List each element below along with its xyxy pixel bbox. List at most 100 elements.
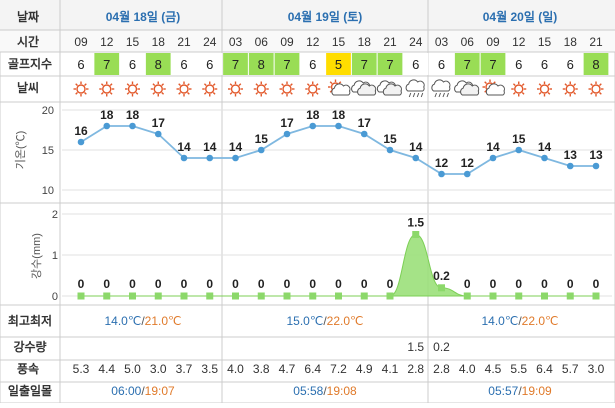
partly-cloudy-icon bbox=[328, 79, 351, 96]
precipitation-point bbox=[129, 292, 136, 300]
sun-ray bbox=[75, 83, 78, 86]
golf-index-cell bbox=[94, 53, 120, 75]
wind-speed-value: 5.3 bbox=[73, 362, 90, 376]
hour-label: 15 bbox=[538, 35, 552, 49]
precipitation-value-label: 0 bbox=[232, 277, 239, 291]
golf-index-value: 7 bbox=[361, 57, 368, 72]
sun-core bbox=[179, 84, 189, 94]
hour-label: 12 bbox=[512, 35, 526, 49]
day-header-1: 04월 18일 (금) bbox=[106, 9, 180, 24]
precipitation-value-label: 0 bbox=[309, 277, 316, 291]
precip-row-label: 강수량 bbox=[13, 340, 46, 354]
wind-speed-value: 3.7 bbox=[176, 362, 193, 376]
precipitation-value-label: 1.5 bbox=[407, 216, 424, 230]
cloud-shape bbox=[405, 79, 425, 92]
rain-drop bbox=[434, 92, 437, 98]
temperature-value-label: 14 bbox=[538, 140, 552, 154]
time-row-label: 시간 bbox=[17, 34, 39, 49]
rain-drop bbox=[408, 92, 412, 98]
sun-ray bbox=[264, 83, 268, 86]
sun-core bbox=[230, 84, 241, 94]
day2-sun: 05:58/19:08 bbox=[293, 384, 357, 398]
sun-core bbox=[256, 84, 266, 94]
wind-speed-value: 3.5 bbox=[201, 362, 218, 376]
sun-icon bbox=[588, 81, 604, 97]
sun-icon bbox=[202, 81, 218, 97]
precipitation-point bbox=[232, 292, 239, 300]
temperature-point bbox=[515, 146, 523, 154]
weather-icon-row bbox=[73, 79, 604, 98]
sun-core bbox=[102, 84, 112, 94]
temperature-value-label: 17 bbox=[152, 116, 166, 130]
golf-index-value: 7 bbox=[386, 57, 393, 72]
sun-core bbox=[539, 84, 550, 94]
sun-ray bbox=[512, 83, 516, 86]
sun-ray bbox=[152, 92, 156, 95]
golf-index-value: 6 bbox=[129, 57, 136, 72]
hour-label: 15 bbox=[332, 35, 346, 49]
temperature-point bbox=[103, 122, 111, 130]
wind-speed-value: 3.8 bbox=[253, 362, 270, 376]
sun-ray bbox=[84, 92, 87, 95]
precipitation-value-label: 0 bbox=[258, 277, 265, 291]
golf-index-cell bbox=[583, 53, 609, 75]
partly-cloudy-icon bbox=[482, 79, 505, 96]
sun-ray bbox=[84, 83, 87, 86]
precipitation-value-label: 0 bbox=[567, 277, 574, 291]
temperature-value-label: 17 bbox=[358, 116, 372, 130]
sun-ray bbox=[573, 92, 577, 95]
cloud-shape bbox=[485, 83, 505, 96]
precipitation-point bbox=[592, 292, 600, 300]
wind-speed-row: 5.3 4.4 5.0 3.0 3.7 3.5 4.0 3.8 4.7 6.4 7.2 4.9 4.1 2… bbox=[73, 362, 605, 376]
rain-drop bbox=[420, 92, 424, 98]
golf-index-value: 8 bbox=[258, 57, 265, 72]
temperature-value-label: 13 bbox=[589, 148, 603, 162]
day3-sun: 05:57/19:09 bbox=[488, 384, 552, 398]
precipitation-value-label: 0 bbox=[155, 277, 162, 291]
hour-label: 21 bbox=[383, 35, 397, 49]
sun-ray bbox=[315, 83, 319, 86]
temperature-point bbox=[360, 130, 368, 138]
rain-drop bbox=[442, 92, 445, 98]
temperature-point bbox=[154, 130, 162, 138]
wind-speed-value: 4.0 bbox=[227, 362, 244, 376]
cloud-shape bbox=[460, 83, 480, 96]
wind-speed-value: 4.9 bbox=[356, 362, 373, 376]
sun-ray bbox=[255, 83, 259, 86]
golf-index-value: 7 bbox=[103, 57, 110, 72]
hour-label: 18 bbox=[358, 35, 372, 49]
temperature-point bbox=[566, 162, 574, 170]
sun-ray bbox=[521, 83, 525, 86]
sun-ray bbox=[187, 92, 190, 95]
sun-ray bbox=[290, 92, 293, 95]
golf-index-value: 6 bbox=[206, 57, 213, 72]
precipitation-value-label: 0 bbox=[541, 277, 548, 291]
sun-ray bbox=[238, 92, 242, 95]
golf-index-cell bbox=[223, 53, 248, 75]
wind-speed-value: 2.8 bbox=[433, 362, 450, 376]
golf-index-cell bbox=[351, 53, 377, 75]
temperature-point bbox=[412, 154, 420, 162]
sun-ray bbox=[521, 92, 525, 95]
golf-index-cell bbox=[377, 53, 403, 75]
precipitation-value-label: 0 bbox=[335, 277, 342, 291]
sun-core bbox=[153, 84, 163, 94]
sun-ray bbox=[264, 92, 268, 95]
sun-core bbox=[76, 84, 86, 94]
cloud-shape bbox=[357, 83, 377, 96]
sun-ray bbox=[152, 83, 156, 86]
sun-icon bbox=[73, 81, 89, 97]
temperature-point bbox=[489, 154, 497, 162]
precipitation-point bbox=[257, 292, 265, 300]
hour-label: 06 bbox=[255, 35, 269, 49]
hour-label: 09 bbox=[280, 35, 294, 49]
rain-drop bbox=[438, 92, 441, 98]
temp-tick-label: 15 bbox=[42, 145, 54, 157]
temp-axis-label: 기온(℃) bbox=[14, 131, 27, 170]
sun-row-label: 일출일몰 bbox=[8, 383, 52, 398]
precipitation-point bbox=[463, 292, 471, 300]
temperature-value-label: 12 bbox=[435, 156, 449, 170]
sun-ray bbox=[306, 92, 310, 95]
precip-tick-label: 2 bbox=[52, 209, 58, 221]
sun-icon bbox=[150, 81, 166, 97]
